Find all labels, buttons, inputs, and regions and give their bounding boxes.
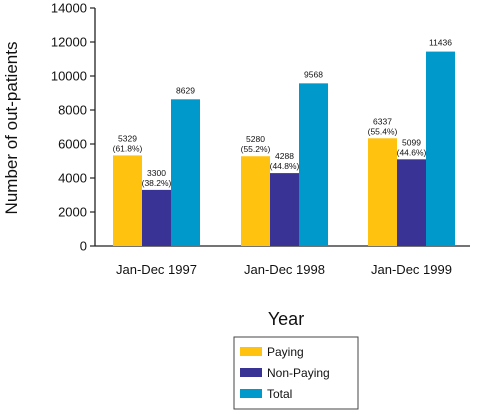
bar-percent-label: (55.4%) [368, 126, 398, 136]
bar-total-2 [426, 51, 455, 247]
bar-value-label: 6337 [373, 116, 392, 126]
y-tick-label: 10000 [51, 69, 87, 84]
bar-percent-label: (38.2%) [142, 178, 172, 188]
bar-percent-label: (44.6%) [397, 147, 427, 157]
category-labels: Jan-Dec 1997 Jan-Dec 1998 Jan-Dec 1999 [116, 262, 452, 277]
bar-value-label: 11436 [429, 38, 452, 48]
bars: 5329(61.8%) 5280(55.2%) 6337(55.4%) 3300(38… [113, 38, 455, 247]
bar-paying-0 [113, 155, 142, 246]
y-tick-label: 8000 [58, 103, 87, 118]
y-ticks: 0 2000 4000 6000 8000 10000 12000 14000 [51, 1, 95, 254]
bar-value-label: 3300 [147, 168, 166, 178]
y-tick-label: 2000 [58, 205, 87, 220]
bar-non-paying-1 [270, 173, 299, 246]
bar-percent-label: (44.8%) [270, 161, 300, 171]
x-category-label: Jan-Dec 1998 [244, 262, 325, 277]
bar-non-paying-0 [142, 189, 171, 246]
legend: Paying Non-Paying Total [233, 336, 359, 410]
legend-label: Total [267, 387, 292, 401]
bar-value-label: 8629 [176, 85, 195, 95]
bar-total-1 [299, 83, 328, 247]
legend-label: Non-Paying [267, 366, 330, 380]
x-axis-label: Year [268, 309, 304, 329]
y-tick-label: 14000 [51, 1, 87, 16]
x-category-label: Jan-Dec 1997 [116, 262, 197, 277]
bar-non-paying-2 [397, 159, 426, 246]
x-category-label: Jan-Dec 1999 [371, 262, 452, 277]
bar-paying-1 [241, 156, 270, 246]
bar-percent-label: (61.8%) [113, 143, 143, 153]
legend-swatch-paying [240, 347, 262, 356]
bar-paying-2 [368, 138, 397, 246]
bar-value-label: 5329 [118, 133, 137, 143]
legend-swatch-non-paying [240, 368, 262, 377]
y-tick-label: 4000 [58, 171, 87, 186]
bar-value-label: 9568 [304, 69, 323, 79]
y-tick-label: 0 [80, 239, 87, 254]
bar-percent-label: (55.2%) [241, 144, 271, 154]
y-axis-label: Number of out-patients [2, 42, 21, 215]
bar-value-label: 4288 [275, 151, 294, 161]
bar-total-0 [171, 99, 200, 246]
bar-value-label: 5099 [402, 137, 421, 147]
y-tick-label: 12000 [51, 35, 87, 50]
legend-swatch-total [240, 389, 262, 398]
legend-label: Paying [267, 345, 304, 359]
y-tick-label: 6000 [58, 137, 87, 152]
bar-value-label: 5280 [246, 134, 265, 144]
